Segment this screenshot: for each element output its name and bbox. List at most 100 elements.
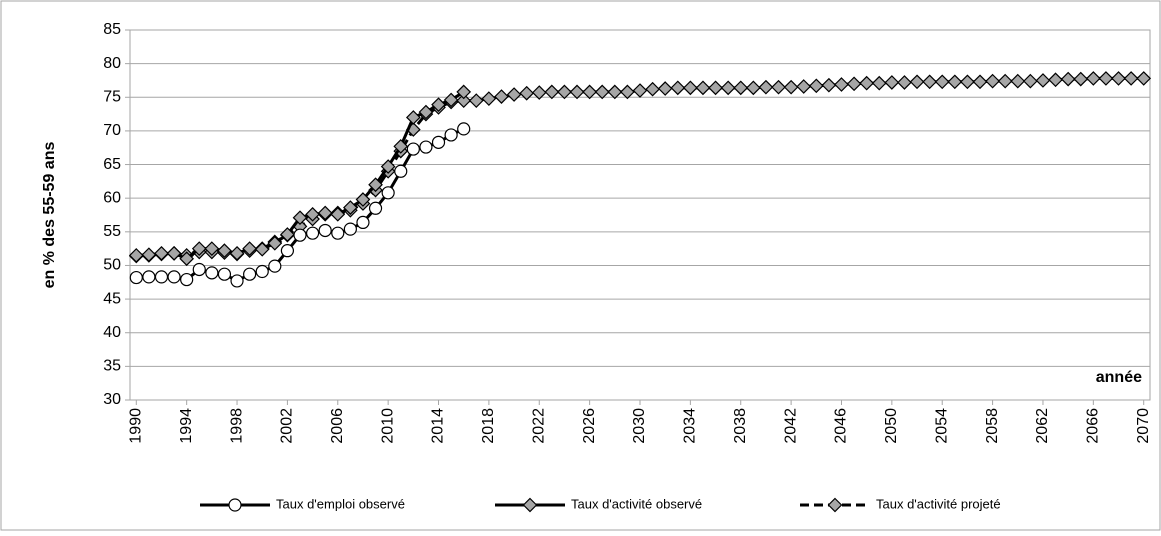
data-point [141, 247, 157, 263]
data-point [217, 243, 232, 259]
data-point [205, 266, 219, 280]
data-point [129, 270, 143, 285]
data-point [393, 139, 409, 154]
data-point [620, 84, 635, 100]
data-point [1023, 73, 1038, 89]
data-point [343, 222, 357, 236]
data-point [997, 73, 1013, 89]
data-point [204, 241, 220, 256]
data-point [985, 73, 1000, 89]
x-tick-label: 2066 [1085, 408, 1102, 444]
data-point [280, 244, 295, 258]
data-point [522, 497, 538, 513]
data-point [1060, 71, 1076, 87]
legend-label: Taux d'emploi observé [276, 496, 405, 511]
data-point [481, 91, 497, 106]
data-point [972, 74, 988, 90]
data-point [331, 226, 345, 240]
data-point [796, 79, 812, 94]
data-point [1035, 73, 1051, 88]
x-tick-label: 1998 [228, 408, 245, 444]
y-tick-label: 80 [103, 55, 121, 72]
data-point [594, 84, 610, 100]
data-point [368, 177, 383, 193]
data-point [808, 78, 824, 94]
data-point [380, 159, 396, 174]
x-tick-label: 2026 [581, 408, 598, 444]
data-point [1048, 72, 1063, 88]
data-point [418, 104, 434, 120]
data-point [405, 110, 421, 125]
data-point [243, 267, 257, 281]
data-point [356, 215, 370, 229]
data-point [846, 76, 862, 92]
data-point [859, 75, 875, 91]
x-tick-label: 2070 [1135, 408, 1152, 444]
data-point [166, 245, 182, 261]
data-point [457, 122, 471, 136]
data-point [582, 84, 597, 100]
data-point [1085, 71, 1101, 86]
data-point [268, 259, 282, 273]
x-tick-label: 2030 [631, 408, 648, 444]
data-point [381, 186, 395, 200]
data-point [720, 80, 736, 96]
data-point [318, 223, 332, 238]
data-point [758, 79, 774, 95]
x-tick-label: 2034 [682, 408, 699, 444]
data-point [167, 270, 181, 284]
data-point [827, 497, 843, 513]
data-point [406, 142, 420, 156]
data-point [733, 80, 749, 96]
data-point [960, 74, 975, 90]
data-point [670, 80, 686, 96]
data-point [657, 81, 673, 96]
y-tick-label: 75 [103, 88, 121, 105]
data-point [683, 80, 698, 96]
data-point [419, 140, 433, 154]
x-tick-label: 1990 [128, 408, 145, 444]
data-point [871, 75, 887, 91]
data-point [531, 85, 547, 100]
data-point [456, 84, 472, 100]
x-tick-label: 2010 [379, 408, 396, 444]
data-point [229, 245, 245, 261]
data-point [305, 206, 320, 222]
data-point [947, 74, 963, 90]
x-axis-label: année [1096, 369, 1142, 386]
data-point [708, 80, 723, 96]
data-point [254, 241, 270, 257]
data-point [645, 81, 660, 97]
data-point [267, 235, 283, 251]
data-point [292, 210, 308, 226]
data-point [394, 164, 408, 178]
data-point [834, 77, 849, 92]
data-point [443, 92, 459, 108]
data-point [745, 80, 761, 96]
data-point [343, 200, 358, 215]
data-point [607, 84, 623, 100]
y-tick-label: 70 [103, 122, 121, 139]
data-point [909, 74, 925, 90]
data-point [632, 83, 648, 98]
data-point [783, 79, 799, 95]
data-point [431, 97, 446, 113]
data-point [444, 128, 458, 142]
data-point [368, 201, 383, 215]
y-tick-label: 45 [103, 290, 121, 307]
data-point [305, 226, 320, 240]
y-tick-label: 65 [103, 156, 121, 173]
data-point [1136, 71, 1152, 86]
data-point [330, 206, 346, 222]
data-point [1073, 71, 1089, 87]
data-point [293, 228, 307, 242]
data-point [1098, 71, 1114, 86]
data-point [191, 241, 207, 256]
x-tick-label: 2014 [430, 408, 447, 444]
data-point [154, 270, 169, 284]
data-point [922, 74, 937, 90]
y-tick-label: 85 [103, 21, 121, 38]
data-point [494, 89, 509, 104]
x-tick-label: 2050 [883, 408, 900, 444]
